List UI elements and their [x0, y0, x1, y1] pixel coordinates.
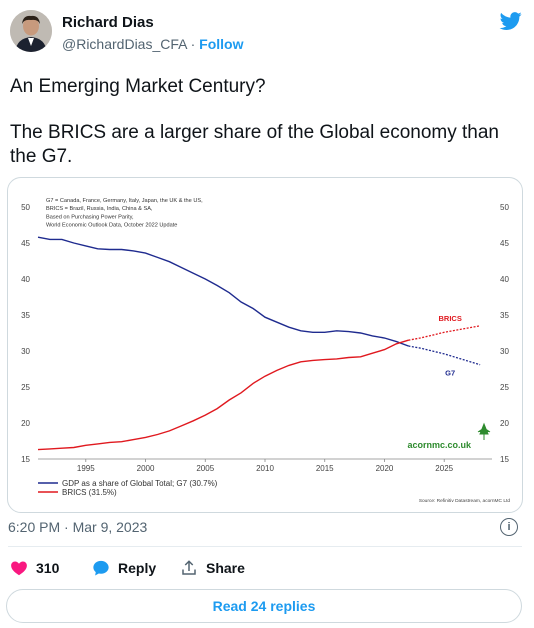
x-tick-label: 2020 [376, 464, 394, 473]
share-button[interactable]: Share [180, 559, 245, 577]
acornmc-watermark: acornmc.co.uk [407, 440, 472, 450]
avatar[interactable] [10, 10, 52, 52]
info-icon[interactable]: i [500, 518, 518, 536]
x-tick-label: 2005 [196, 464, 214, 473]
chart-note-line: World Economic Outlook Data, October 202… [46, 223, 177, 229]
legend-g7-label: GDP as a share of Global Total; G7 (30.7… [62, 479, 218, 488]
g7-series-line [37, 236, 409, 347]
tweet-text-line-3: the G7. [10, 146, 73, 167]
brics-series-label: BRICS [439, 314, 462, 323]
follow-button[interactable]: Follow [199, 36, 244, 52]
brics-series-line [37, 339, 409, 451]
x-tick-label: 1995 [77, 464, 95, 473]
source-note: Source: Refinitiv Datastream, acornMC Lt… [419, 498, 511, 504]
x-tick-label: 2010 [256, 464, 274, 473]
y-tick-left-label: 40 [21, 275, 30, 284]
heart-icon [11, 561, 27, 576]
tweet-text-line-2: The BRICS are a larger share of the Glob… [10, 122, 499, 143]
y-tick-left-label: 25 [21, 383, 30, 392]
tweet-header: Richard Dias @RichardDias_CFA · Follow [10, 8, 524, 56]
chart-note-line: G7 = Canada, France, Germany, Italy, Jap… [46, 198, 203, 204]
reply-label: Reply [118, 560, 157, 576]
timestamp[interactable]: 6:20 PM · Mar 9, 2023 [8, 519, 148, 535]
twitter-bird-icon[interactable] [498, 10, 524, 32]
y-tick-left-label: 20 [21, 419, 30, 428]
divider [8, 546, 522, 547]
author-name[interactable]: Richard Dias [62, 14, 154, 31]
tree-icon [477, 422, 491, 440]
y-tick-left-label: 15 [21, 455, 30, 464]
chart-image[interactable]: 15 15 20 20 25 25 30 30 35 35 40 40 45 45 50 50 1995 2000… [7, 177, 523, 513]
legend-brics-label: BRICS (31.5%) [62, 488, 117, 497]
author-handle-row: @RichardDias_CFA · Follow [62, 36, 243, 52]
share-icon [182, 560, 196, 575]
comment-icon [93, 560, 109, 576]
y-tick-left-label: 35 [21, 311, 30, 320]
y-tick-right-label: 15 [500, 455, 509, 464]
x-tick-label: 2000 [137, 464, 155, 473]
x-tick-label: 2015 [316, 464, 334, 473]
y-tick-right-label: 35 [500, 311, 509, 320]
read-replies-button[interactable]: Read 24 replies [6, 589, 522, 623]
y-tick-right-label: 45 [500, 239, 509, 248]
y-tick-right-label: 30 [500, 347, 509, 356]
y-tick-right-label: 20 [500, 419, 509, 428]
action-bar: 310 Reply Share [8, 556, 522, 582]
reply-button[interactable]: Reply [92, 559, 156, 577]
author-handle[interactable]: @RichardDias_CFA [62, 36, 187, 52]
g7-projection-line [408, 345, 481, 366]
y-tick-right-label: 50 [500, 203, 509, 212]
g7-series-label: G7 [445, 368, 455, 377]
y-tick-left-label: 45 [21, 239, 30, 248]
y-tick-left-label: 30 [21, 347, 30, 356]
y-tick-right-label: 25 [500, 383, 509, 392]
x-tick-label: 2025 [435, 464, 453, 473]
chart-note-line: Based on Purchasing Power Parity, [46, 214, 134, 220]
tweet-text-line-1: An Emerging Market Century? [10, 76, 266, 97]
y-tick-right-label: 40 [500, 275, 509, 284]
likes-count: 310 [36, 560, 60, 576]
like-button[interactable]: 310 [10, 559, 59, 577]
brics-projection-line [408, 325, 481, 341]
y-tick-left-label: 50 [21, 203, 30, 212]
chart-note-line: BRICS = Brazil, Russia, India, China & S… [46, 206, 153, 212]
share-label: Share [206, 560, 245, 576]
separator: · [190, 36, 196, 52]
